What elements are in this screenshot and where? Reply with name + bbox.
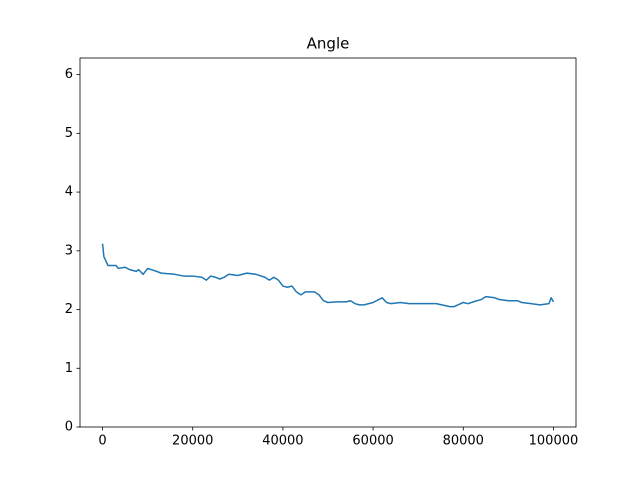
- x-tick-label: 20000: [172, 434, 213, 449]
- x-tick-label: 60000: [352, 434, 393, 449]
- chart-title: Angle: [307, 35, 350, 53]
- y-tick-label: 5: [65, 126, 73, 141]
- x-tick-label: 80000: [443, 434, 484, 449]
- x-tick-label: 40000: [262, 434, 303, 449]
- y-tick-label: 4: [65, 185, 73, 200]
- x-tick-label: 0: [98, 434, 106, 449]
- x-tick-label: 100000: [529, 434, 579, 449]
- y-tick-label: 3: [65, 243, 73, 258]
- plot-frame: [79, 57, 577, 428]
- y-tick-label: 2: [65, 302, 73, 317]
- data-line: [101, 243, 555, 308]
- y-tick-label: 6: [65, 67, 73, 82]
- y-tick-label: 0: [65, 420, 73, 435]
- y-tick-label: 1: [65, 361, 73, 376]
